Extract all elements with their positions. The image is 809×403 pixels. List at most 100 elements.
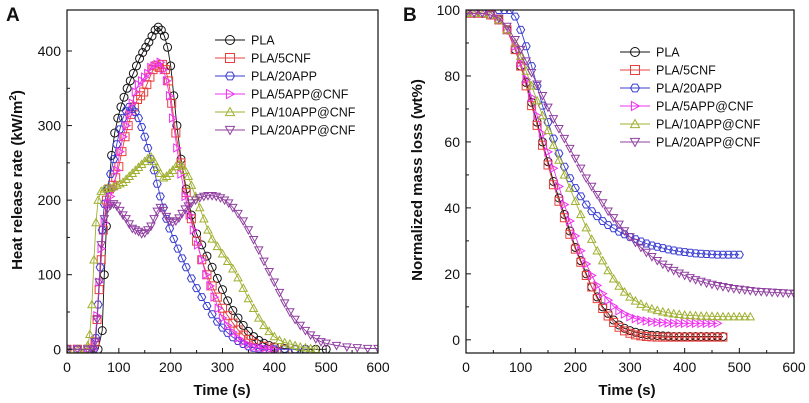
panel-a-series-6-point <box>259 257 269 267</box>
panel-a-series-5-point <box>155 168 166 177</box>
panel-b-series-6-point <box>608 214 619 223</box>
panel-a-series-3-point <box>121 106 131 115</box>
panel-b-series-6-point <box>515 45 526 55</box>
panel-a-series-2-point <box>160 65 170 75</box>
panel-b-series-4-point <box>670 318 679 329</box>
panel-b-series-3-line <box>498 10 740 256</box>
panel-b-series-6-point <box>485 11 496 20</box>
panel-b-series-3-point <box>505 10 515 14</box>
panel-b-series-6-point <box>619 227 630 237</box>
panel-a-series-4-point <box>122 120 132 131</box>
panel-b-series-5-point <box>641 301 652 311</box>
panel-a-series-6-point <box>253 246 264 256</box>
panel-a-series-6-point <box>362 344 373 353</box>
panel-a-y-axis-title-close: ) <box>9 90 26 95</box>
panel-a-series-5-point <box>243 293 254 303</box>
panel-b-series-3-point <box>718 250 728 259</box>
panel-b-series-3-point <box>723 250 733 259</box>
panel-a-series-4-point <box>159 64 169 75</box>
panel-a-series-6-point <box>295 321 306 331</box>
panel-b-series-5-point <box>526 80 537 90</box>
panel-b-series-6-point <box>761 288 772 298</box>
panel-b-series-2-point <box>570 244 580 254</box>
panel-b-series-5-point <box>745 311 756 321</box>
panel-a-series-5-point <box>248 303 259 312</box>
panel-b-x-tick-label: 0 <box>462 359 470 375</box>
panel-b-series-5 <box>466 10 756 321</box>
panel-b-series-4-point <box>713 318 723 329</box>
panel-b-series-6-point <box>521 57 531 67</box>
panel-b-series-2-point <box>548 180 558 190</box>
panel-a-series-3-point <box>137 123 147 132</box>
panel-b-series-3-point <box>576 192 586 201</box>
panel-a-series-5-point <box>285 339 295 348</box>
panel-a-series-2-point <box>111 173 121 183</box>
panel-a-series-1-point <box>223 296 233 306</box>
panel-b-series-3-point <box>701 250 712 259</box>
panel-a-series-1-point <box>150 25 160 35</box>
panel-a-series-6-point <box>194 194 205 203</box>
panel-b-series-6-point <box>625 233 635 242</box>
panel-a-series-1-point <box>218 285 227 295</box>
panel-b-series-4-point <box>544 146 554 157</box>
panel-b-series-6-point <box>493 14 504 24</box>
panel-a-series-5-point <box>133 162 144 172</box>
panel-a-series-6-point <box>274 288 285 298</box>
panel-a-series-6-point <box>331 341 342 351</box>
panel-a-series-4-point <box>193 240 203 250</box>
panel-b-legend-swatch-marker <box>629 83 641 93</box>
panel-a-series-6-point <box>143 226 153 235</box>
panel-a-series-3-point <box>197 293 207 302</box>
panel-a-series-4-point <box>255 342 264 353</box>
panel-a-series-6-point <box>146 222 156 232</box>
panel-a-series-4-point <box>189 225 199 235</box>
panel-b-series-5-point <box>663 307 674 317</box>
panel-a-series-5-point <box>264 326 274 336</box>
panel-a-series-4-point <box>97 243 107 254</box>
panel-b-series-5-point <box>668 308 679 318</box>
panel-a-series-4-point <box>244 339 254 350</box>
panel-b-series-2-point <box>543 160 553 170</box>
panel-b-series-3-point <box>543 118 553 127</box>
panel-b-series-6-point <box>548 115 559 124</box>
panel-a-series-6-point <box>152 207 163 217</box>
panel-a-y-tick-label: 200 <box>38 192 62 208</box>
panel-b-series-5-point <box>696 311 706 320</box>
panel-a-series-5 <box>67 151 321 353</box>
panel-b-series-5-point <box>543 125 553 135</box>
panel-a-series-5-point <box>121 174 131 183</box>
panel-a-series-6 <box>67 191 378 353</box>
panel-a-series-2-point <box>142 80 152 90</box>
panel-b-series-3-point <box>559 162 569 171</box>
panel-b-plot-frame <box>465 9 795 354</box>
panel-b-series-6-point <box>778 289 788 299</box>
panel-b-series-6-point <box>750 287 761 297</box>
panel-a-series-4-point <box>218 313 228 323</box>
panel-a-series-3-point <box>99 199 109 208</box>
panel-b-series-4-point <box>675 318 685 329</box>
panel-a-series-3-point <box>202 302 212 310</box>
panel-b-series-6-point <box>772 288 783 298</box>
panel-b-series-5-point <box>614 281 624 290</box>
panel-a-series-1-point <box>159 31 169 41</box>
panel-b-series-3-point <box>658 244 668 253</box>
panel-a-series-1-point <box>163 42 173 52</box>
panel-a-series-4-point <box>169 113 178 123</box>
panel-a-series-5-point <box>269 331 280 341</box>
panel-b-series-2-point <box>630 330 640 340</box>
panel-a-series-6-point <box>96 241 107 250</box>
panel-b-series-5-point <box>701 311 712 320</box>
panel-b-series-4-point <box>604 295 614 306</box>
panel-a-series-5-point <box>180 165 191 175</box>
panel-b-x-tick-label: 400 <box>673 359 697 375</box>
panel-a-series-5-point <box>127 168 138 177</box>
panel-a-legend-label: PLA/20APP@CNF <box>251 124 356 138</box>
panel-a-series-3-point <box>115 125 125 134</box>
panel-b-series-5-point <box>712 311 723 321</box>
panel-a-series-6-point <box>174 214 184 224</box>
panel-a-series-1-point <box>228 305 238 315</box>
panel-a-series-2-point <box>212 292 222 302</box>
panel-a-series-2-point <box>164 76 174 86</box>
panel-a-series-2-point <box>207 281 217 291</box>
panel-b-series-6-point <box>712 282 723 291</box>
